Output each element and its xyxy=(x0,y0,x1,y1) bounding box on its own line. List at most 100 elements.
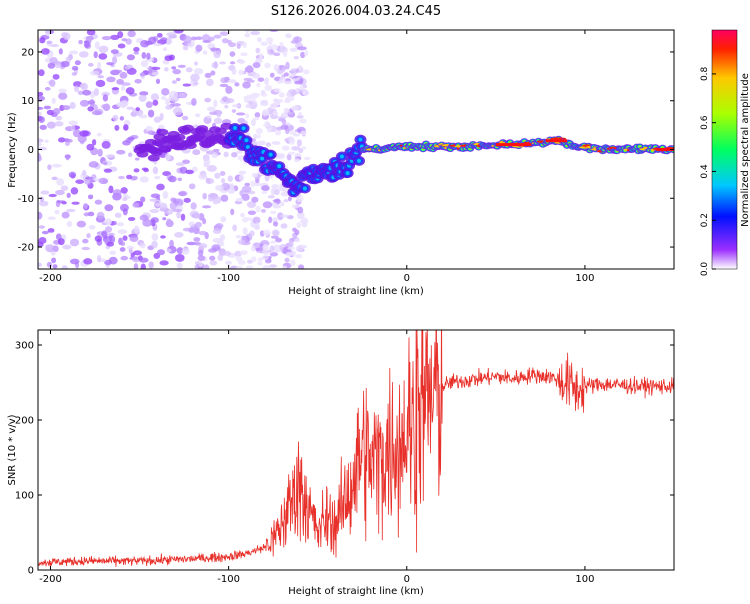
spectrogram-noise-cell xyxy=(180,213,186,221)
spectrogram-noise-cell xyxy=(202,50,208,55)
spectrogram-noise-cell xyxy=(91,110,102,116)
spectrogram-noise-cell xyxy=(70,187,79,195)
spectrogram-noise-cell xyxy=(224,104,229,109)
spectrogram-noise-cell xyxy=(194,113,201,118)
spectrogram-noise-cell xyxy=(151,240,158,249)
spectrogram-noise-cell xyxy=(139,91,149,96)
spectrogram-noise-cell xyxy=(38,69,45,77)
spectrogram-noise-cell xyxy=(58,92,68,100)
spectrogram-noise-cell xyxy=(228,42,237,48)
spectrogram-noise-cell xyxy=(245,113,250,119)
spectrogram-noise-cell xyxy=(242,227,248,235)
spectrogram-noise-cell xyxy=(71,65,79,71)
spectrogram-noise-cell xyxy=(168,175,177,183)
spectrogram-noise-cell xyxy=(138,94,147,102)
spectrogram-noise-cell xyxy=(38,236,47,244)
spectrogram-noise-cell xyxy=(269,72,275,78)
spectrogram-noise-cell xyxy=(140,60,149,68)
spectrogram-noise-cell xyxy=(190,202,197,210)
spectrogram-ridge-cell xyxy=(260,156,265,161)
spectrogram-noise-cell xyxy=(287,95,295,102)
spectrogram-noise-cell xyxy=(126,67,137,75)
spectrogram-noise-cell xyxy=(160,96,167,101)
spectrogram-noise-cell xyxy=(38,138,44,143)
spectrogram-noise-cell xyxy=(262,201,273,209)
spectrogram-noise-cell xyxy=(63,32,71,41)
spectrogram-noise-cell xyxy=(256,134,262,139)
spectrogram-ridge-cell xyxy=(357,158,362,163)
spectrogram-noise-cell xyxy=(232,224,237,232)
spectrogram-noise-cell xyxy=(290,40,298,44)
spectrogram-ridge-cell xyxy=(244,138,249,143)
spectrogram-noise-cell xyxy=(203,158,211,166)
colorbar-tick-label: 0.0 xyxy=(700,262,710,277)
spectrogram-noise-cell xyxy=(269,252,279,257)
spectrogram-noise-cell xyxy=(52,73,60,80)
spectrogram-noise-cell xyxy=(55,189,65,196)
snr-axes: -200 -100 0 100 0 100 200 300 xyxy=(15,330,674,585)
spectrogram-noise-cell xyxy=(198,261,203,268)
spectrogram-noise-cell xyxy=(213,117,223,124)
spectrogram-noise-cell xyxy=(134,157,140,161)
spectrogram-noise-cell xyxy=(68,171,77,178)
spectrogram-noise-cell xyxy=(257,257,263,263)
spectrogram-noise-cell xyxy=(219,61,226,65)
snr-x-tick-label: 0 xyxy=(404,574,410,585)
spectrogram-noise-cell xyxy=(60,185,69,192)
spectrogram-noise-cell xyxy=(261,190,268,195)
spectrogram-noise-cell xyxy=(245,30,250,34)
spectrogram-noise-cell xyxy=(86,233,91,239)
spectrogram-noise-cell xyxy=(150,217,159,224)
spectrogram-noise-cell xyxy=(256,37,262,43)
spectrogram-noise-cell xyxy=(123,124,129,131)
spectrogram-noise-cell xyxy=(110,49,119,54)
spectrogram-noise-cell xyxy=(291,250,297,256)
spectrogram-noise-cell xyxy=(211,152,219,159)
spectrogram-noise-cell xyxy=(174,232,184,238)
spectrogram-noise-cell xyxy=(282,50,288,58)
spectrogram-noise-cell xyxy=(138,114,148,119)
spectrogram-noise-cell xyxy=(46,121,56,129)
spectrogram-noise-cell xyxy=(58,137,66,143)
spectrogram-noise-cell xyxy=(261,185,270,192)
spectrogram-noise-cell xyxy=(119,203,129,212)
spectrogram-noise-cell xyxy=(38,142,42,147)
spectrogram-noise-cell xyxy=(219,31,229,36)
spectrogram-noise-cell xyxy=(295,245,304,252)
spectrogram-noise-cell xyxy=(98,53,108,60)
spectrogram-noise-cell xyxy=(105,154,116,158)
spectrogram-noise-cell xyxy=(82,169,87,176)
spectrogram-noise-cell xyxy=(229,61,236,65)
spectrogram-noise-cell xyxy=(116,149,126,155)
spectrogram-noise-cell xyxy=(38,211,43,220)
spectrogram-noise-cell xyxy=(191,98,197,106)
spectrogram-noise-cell xyxy=(191,166,198,172)
spectrogram-noise-cell xyxy=(176,262,183,269)
spectrogram-noise-cell xyxy=(140,196,146,203)
spectrogram-noise-cell xyxy=(133,225,140,234)
spectrogram-noise-cell xyxy=(242,41,247,48)
spectrogram-noise-cell xyxy=(280,201,285,207)
spectrogram-noise-cell xyxy=(286,91,291,97)
spectrogram-noise-cell xyxy=(247,79,256,83)
colorbar: 0.0 0.2 0.4 0.6 0.8 Normalized spectral ampl… xyxy=(700,29,750,277)
spectrogram-noise-cell xyxy=(195,36,203,41)
spectrogram-noise-cell xyxy=(49,44,60,48)
spectrogram-noise-cell xyxy=(169,239,174,248)
spectrogram-noise-cell xyxy=(188,221,195,227)
spectrogram-noise-cell xyxy=(296,139,303,147)
spectrogram-noise-cell xyxy=(166,218,172,225)
spectrogram-noise-cell xyxy=(269,245,275,252)
spectrogram-noise-cell xyxy=(265,37,274,43)
spectrogram-noise-cell xyxy=(241,193,250,201)
spectrogram-noise-cell xyxy=(255,222,260,229)
spectrogram-ridge-cell xyxy=(147,154,160,162)
spectrogram-ridge-cell xyxy=(339,154,344,159)
spectrogram-noise-cell xyxy=(267,50,276,56)
spectrogram-noise-cell xyxy=(264,77,269,86)
spectrogram-noise-cell xyxy=(219,171,226,176)
spectrogram-noise-cell xyxy=(106,62,114,66)
spectrogram-noise-cell xyxy=(69,238,80,247)
colorbar-tick-label: 0.2 xyxy=(700,213,710,227)
